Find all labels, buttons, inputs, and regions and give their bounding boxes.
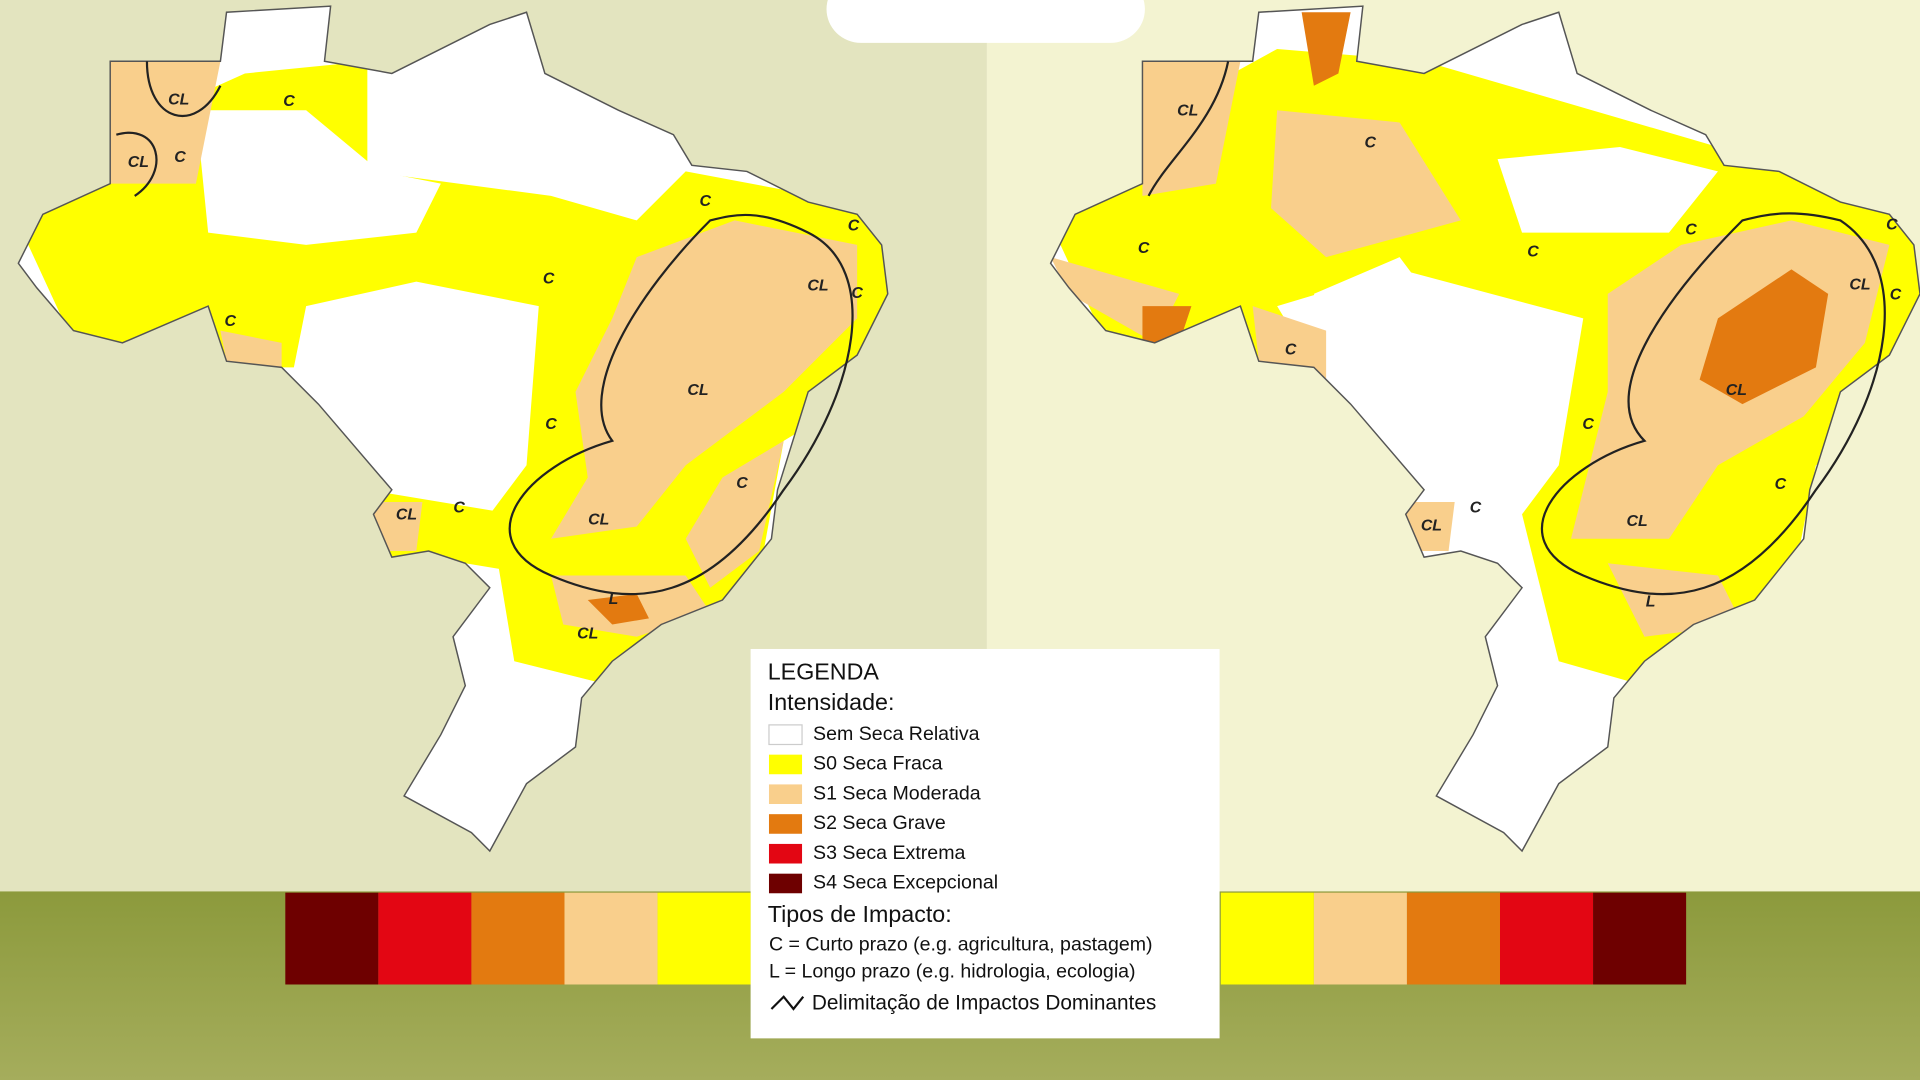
region-label: C: [700, 193, 712, 210]
region-label: C: [283, 93, 295, 110]
legend-box: [750, 648, 1220, 1039]
region-label: C: [1138, 240, 1150, 257]
region-label: C: [453, 499, 465, 516]
region-label: C: [1364, 134, 1376, 151]
color-bar-segment: [1220, 892, 1314, 985]
region-label: C: [1886, 217, 1898, 234]
region-label: L: [1646, 594, 1656, 611]
region-label: CL: [1421, 518, 1442, 535]
color-bar-segment: [378, 892, 472, 985]
legend-swatch: [768, 724, 803, 746]
region-label: L: [609, 591, 619, 608]
region-label: C: [848, 218, 860, 235]
color-bar-segment: [285, 892, 379, 985]
region-label: C: [1890, 286, 1902, 303]
region-label: CL: [128, 154, 149, 171]
region-label: C: [1285, 341, 1297, 358]
impact-type: C = Curto prazo (e.g. agricultura, pasta…: [769, 933, 1153, 955]
region-label: CL: [168, 92, 189, 109]
legend-swatch: [768, 843, 803, 864]
region-label: C: [543, 270, 555, 287]
legend-label: S0 Seca Fraca: [813, 753, 943, 775]
region-label: CL: [687, 382, 708, 399]
region-label: C: [736, 475, 748, 492]
color-bar-segment: [1500, 892, 1594, 985]
color-bar: [285, 892, 1687, 985]
region-label: C: [851, 285, 863, 302]
color-bar-segment: [471, 892, 565, 985]
region-label: CL: [1177, 103, 1198, 120]
legend-swatch: [768, 814, 803, 834]
impact-type: L = Longo prazo (e.g. hidrologia, ecolog…: [769, 960, 1136, 982]
legend-swatch: [768, 754, 803, 775]
color-bar-segment: [657, 892, 751, 985]
legend-label: S1 Seca Moderada: [813, 782, 981, 804]
delimitation-symbol: [770, 995, 805, 1011]
legend-label: S2 Seca Grave: [813, 812, 946, 834]
region-label: CL: [577, 625, 598, 642]
region-label: C: [1685, 221, 1697, 238]
region-label: CL: [1726, 382, 1747, 399]
legend: LEGENDA Intensidade: Tipos de Impacto: C…: [768, 659, 1157, 1015]
region-label: C: [545, 416, 557, 433]
region-label: C: [1527, 243, 1539, 260]
delimitation-label: Delimitação de Impactos Dominantes: [812, 992, 1156, 1015]
color-bar-segment: [1406, 892, 1500, 985]
map-left: [17, 5, 889, 852]
color-bar-segment: [1593, 892, 1687, 985]
legend-heading: Intensidade:: [768, 689, 895, 715]
region-label: C: [224, 313, 236, 330]
region-label: CL: [588, 512, 609, 529]
region-label: C: [174, 149, 186, 166]
top-tab: [826, 0, 1145, 43]
region-label: CL: [807, 278, 828, 295]
region-label: C: [1775, 476, 1787, 493]
region-label: C: [1582, 416, 1594, 433]
region-label: CL: [396, 507, 417, 524]
region-label: CL: [1849, 277, 1870, 294]
color-bar-segment: [1313, 892, 1407, 985]
legend-label: S3 Seca Extrema: [813, 842, 965, 864]
legend-swatch: [768, 784, 803, 804]
color-bar-segment: [564, 892, 658, 985]
region-label: CL: [1627, 513, 1648, 530]
legend-label: S4 Seca Excepcional: [813, 872, 998, 894]
legend-swatch: [768, 873, 803, 894]
legend-title: LEGENDA: [768, 659, 880, 685]
region-label: C: [1470, 499, 1482, 516]
legend-label: Sem Seca Relativa: [813, 723, 980, 745]
legend-heading: Tipos de Impacto:: [768, 901, 952, 927]
